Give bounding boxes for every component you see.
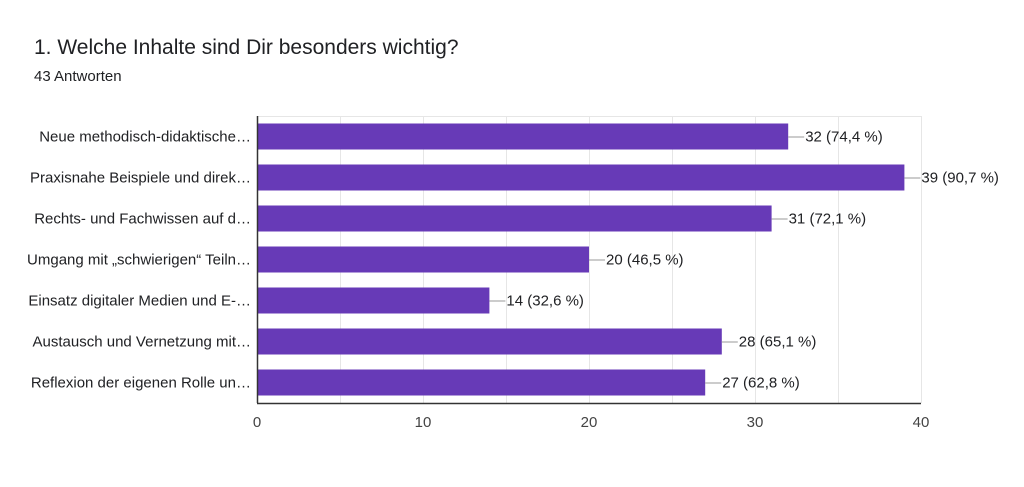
category-label: Rechts- und Fachwissen auf d… — [34, 211, 251, 228]
bar — [257, 328, 722, 355]
x-tick-label: 30 — [747, 414, 764, 431]
x-tick-label: 0 — [253, 414, 261, 431]
category-label: Austausch und Vernetzung mit… — [33, 334, 251, 351]
axes: 0 10 20 30 40 — [253, 116, 930, 431]
bar — [257, 287, 490, 314]
value-label: 31 (72,1 %) — [789, 211, 867, 228]
x-tick-label: 20 — [581, 414, 598, 431]
response-count: 43 Antworten — [34, 68, 122, 85]
bars — [257, 123, 905, 396]
value-label: 14 (32,6 %) — [506, 293, 584, 310]
x-tick-label: 40 — [913, 414, 930, 431]
bar — [257, 369, 706, 396]
value-label: 28 (65,1 %) — [739, 334, 817, 351]
category-label: Umgang mit „schwierigen“ Teiln… — [27, 252, 251, 269]
category-label: Reflexion der eigenen Rolle un… — [31, 375, 251, 392]
x-tick-label: 10 — [415, 414, 432, 431]
value-label: 27 (62,8 %) — [722, 375, 800, 392]
value-label: 32 (74,4 %) — [805, 129, 883, 146]
category-label: Einsatz digitaler Medien und E-… — [28, 293, 251, 310]
category-label: Neue methodisch-didaktische… — [39, 129, 251, 146]
value-label: 20 (46,5 %) — [606, 252, 684, 269]
gridlines — [257, 116, 922, 403]
value-label: 39 (90,7 %) — [921, 170, 999, 187]
category-label: Praxisnahe Beispiele und direk… — [30, 170, 251, 187]
bar — [257, 123, 789, 150]
labels: 32 (74,4 %) Neue methodisch-didaktische… 3… — [27, 129, 999, 392]
bar — [257, 164, 905, 191]
bar — [257, 205, 772, 232]
bar — [257, 246, 589, 273]
chart-title: 1. Welche Inhalte sind Dir besonders wic… — [34, 36, 459, 59]
